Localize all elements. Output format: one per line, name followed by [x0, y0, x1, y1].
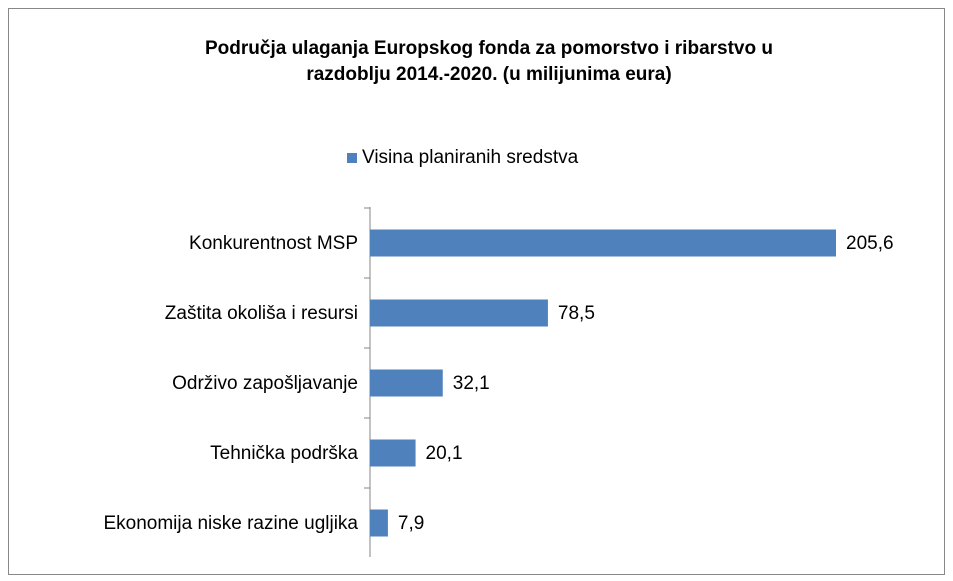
y-tick-label: Održivo zapošljavanje	[172, 373, 358, 394]
bar	[370, 369, 443, 397]
bar	[370, 509, 388, 537]
y-tick-label: Zaštita okoliša i resursi	[165, 303, 358, 324]
data-label: 205,6	[846, 233, 894, 254]
data-label: 7,9	[398, 513, 424, 534]
y-tick-label: Tehnička podrška	[210, 443, 358, 464]
y-tick-label: Ekonomija niske razine ugljika	[103, 513, 358, 534]
bar	[370, 229, 836, 257]
chart-title: razdoblju 2014.-2020. (u milijunima eura…	[306, 64, 671, 85]
y-tick-label: Konkurentnost MSP	[189, 233, 358, 254]
bar	[370, 439, 416, 467]
data-label: 32,1	[453, 373, 490, 394]
chart-title: Područja ulaganja Europskog fonda za pom…	[205, 38, 773, 59]
data-label: 78,5	[558, 303, 595, 324]
data-label: 20,1	[426, 443, 463, 464]
legend-label: Visina planiranih sredstva	[362, 147, 579, 168]
legend-swatch	[347, 153, 357, 163]
bar	[370, 299, 548, 327]
chart-frame	[8, 8, 945, 575]
